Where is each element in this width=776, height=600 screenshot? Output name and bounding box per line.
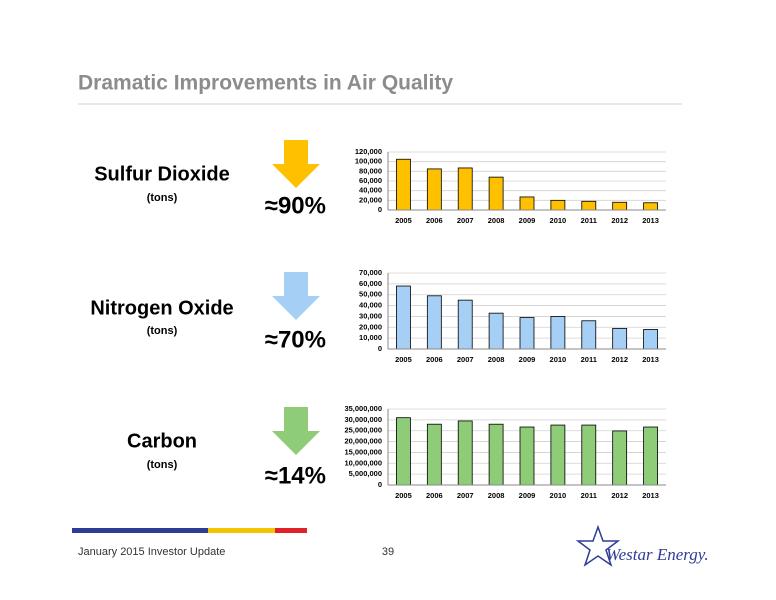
x-tick-label: 2013 (642, 216, 659, 225)
bar (396, 285, 411, 350)
slide-title: Dramatic Improvements in Air Quality (78, 72, 453, 95)
x-tick-label: 2009 (519, 491, 536, 500)
x-tick-label: 2005 (395, 491, 412, 500)
stripe-blue (72, 528, 208, 533)
bar (581, 320, 597, 350)
bar (550, 199, 566, 211)
y-tick-label: 5,000,000 (349, 469, 382, 478)
y-tick-label: 15,000,000 (344, 447, 382, 456)
bar (426, 168, 442, 211)
y-tick-label: 0 (378, 205, 382, 214)
y-tick-label: 80,000 (359, 166, 382, 175)
bar (457, 420, 473, 486)
y-tick-label: 100,000 (355, 157, 382, 166)
trend-arrow (272, 407, 320, 455)
trend-arrow (272, 272, 320, 320)
bar (581, 424, 597, 486)
x-tick-label: 2010 (550, 216, 567, 225)
x-tick-label: 2007 (457, 216, 474, 225)
x-tick-label: 2007 (457, 491, 474, 500)
y-tick-label: 40,000 (359, 186, 382, 195)
bar (519, 196, 535, 211)
y-tick-label: 70,000 (359, 268, 382, 277)
x-tick-label: 2010 (550, 491, 567, 500)
y-tick-label: 50,000 (359, 290, 382, 299)
x-tick-label: 2012 (611, 491, 628, 500)
x-tick-label: 2008 (488, 216, 505, 225)
bar (643, 202, 658, 211)
y-tick-label: 20,000 (359, 195, 382, 204)
y-tick-label: 0 (378, 344, 382, 353)
reduction-label: ≈14% (265, 462, 326, 489)
chart-subtitle: (tons) (147, 325, 178, 337)
bar (426, 295, 442, 350)
reduction-label: ≈90% (265, 192, 326, 219)
y-tick-label: 20,000,000 (344, 437, 382, 446)
x-tick-label: 2013 (642, 355, 659, 364)
chart-title: Carbon (127, 430, 197, 452)
x-tick-label: 2005 (395, 216, 412, 225)
bar (457, 299, 473, 350)
x-tick-label: 2005 (395, 355, 412, 364)
x-tick-label: 2006 (426, 491, 443, 500)
logo-text: Westar Energy. (606, 545, 709, 564)
chart-subtitle: (tons) (147, 459, 178, 471)
x-tick-label: 2011 (581, 491, 597, 500)
y-tick-label: 40,000 (359, 301, 382, 310)
stripe-yellow (208, 528, 275, 533)
y-tick-label: 25,000,000 (344, 426, 382, 435)
x-tick-label: 2008 (488, 491, 505, 500)
bar (519, 426, 535, 486)
reduction-label: ≈70% (265, 326, 326, 353)
bar (519, 317, 535, 350)
y-tick-label: 10,000 (359, 333, 382, 342)
bar (396, 417, 411, 486)
y-tick-label: 35,000,000 (344, 404, 382, 413)
bar (643, 426, 658, 486)
bar (488, 176, 504, 211)
bar (457, 167, 473, 211)
x-tick-label: 2012 (611, 355, 628, 364)
stripe-red (275, 528, 307, 533)
y-tick-label: 30,000,000 (344, 415, 382, 424)
y-tick-label: 60,000 (359, 279, 382, 288)
y-tick-label: 120,000 (355, 147, 382, 156)
logo-star (575, 524, 621, 567)
x-tick-label: 2009 (519, 216, 536, 225)
bar (643, 329, 658, 350)
page-number: 39 (382, 546, 394, 558)
x-tick-label: 2006 (426, 355, 443, 364)
x-tick-label: 2010 (550, 355, 567, 364)
x-tick-label: 2012 (611, 216, 628, 225)
bar (581, 200, 597, 211)
bar (396, 158, 411, 211)
x-tick-label: 2011 (581, 355, 597, 364)
bar (612, 430, 628, 486)
bar (488, 312, 504, 350)
footer-text: January 2015 Investor Update (78, 546, 225, 558)
y-tick-label: 60,000 (359, 176, 382, 185)
x-tick-label: 2009 (519, 355, 536, 364)
chart-subtitle: (tons) (147, 192, 178, 204)
y-tick-label: 20,000 (359, 322, 382, 331)
x-tick-label: 2006 (426, 216, 443, 225)
y-tick-label: 10,000,000 (344, 458, 382, 467)
trend-arrow (272, 140, 320, 188)
bar (550, 424, 566, 486)
bar (612, 327, 628, 350)
y-tick-label: 30,000 (359, 311, 382, 320)
y-tick-label: 0 (378, 480, 382, 489)
x-tick-label: 2013 (642, 491, 659, 500)
bar (426, 423, 442, 486)
chart-title: Nitrogen Oxide (90, 297, 233, 319)
x-tick-label: 2008 (488, 355, 505, 364)
bar (550, 316, 566, 350)
bar (488, 423, 504, 486)
x-tick-label: 2011 (581, 216, 597, 225)
bar (612, 201, 628, 211)
x-tick-label: 2007 (457, 355, 474, 364)
chart-title: Sulfur Dioxide (94, 163, 230, 185)
